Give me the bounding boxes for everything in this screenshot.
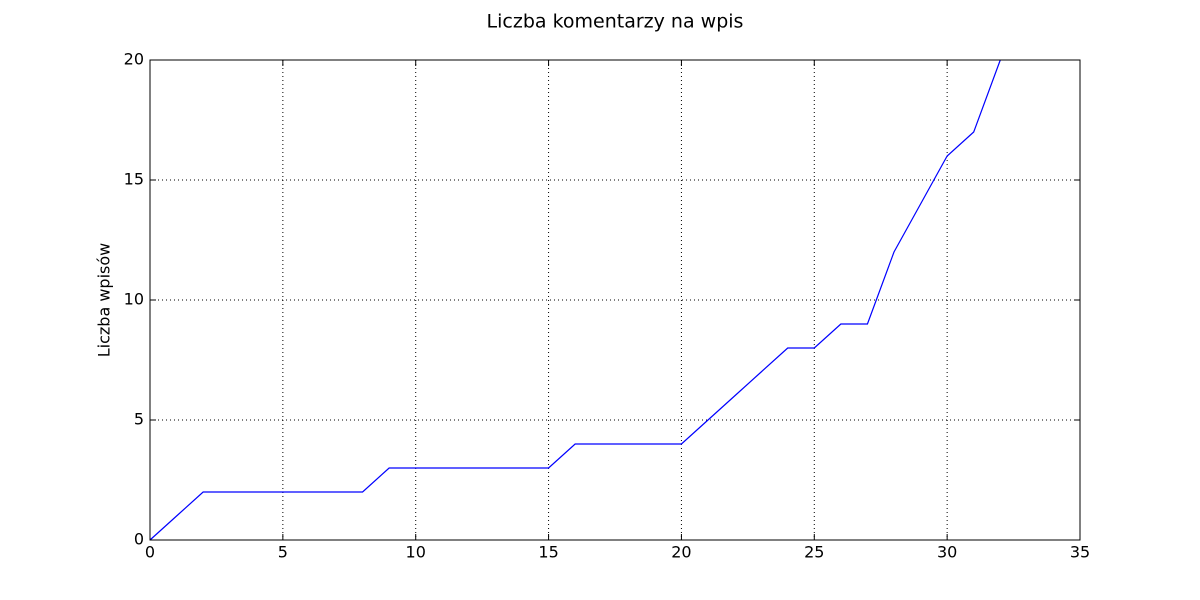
x-tick-label: 0 [145,543,155,562]
y-tick-label: 15 [124,170,144,189]
y-tick-label: 10 [124,290,144,309]
y-tick-label: 20 [124,50,144,69]
x-tick-label: 15 [538,543,558,562]
x-tick-label: 25 [804,543,824,562]
plot-frame [149,59,1081,541]
chart-title: Liczba komentarzy na wpis [487,11,744,33]
x-tick-label: 20 [671,543,691,562]
y-tick-label: 0 [134,530,144,549]
y-axis-label: Liczba wpisów [95,243,114,358]
x-tick-label: 35 [1070,543,1090,562]
x-tick-label: 10 [406,543,426,562]
data-line [149,59,1001,541]
y-tick-label: 5 [134,410,144,429]
x-tick-label: 5 [278,543,288,562]
x-tick-label: 30 [937,543,957,562]
